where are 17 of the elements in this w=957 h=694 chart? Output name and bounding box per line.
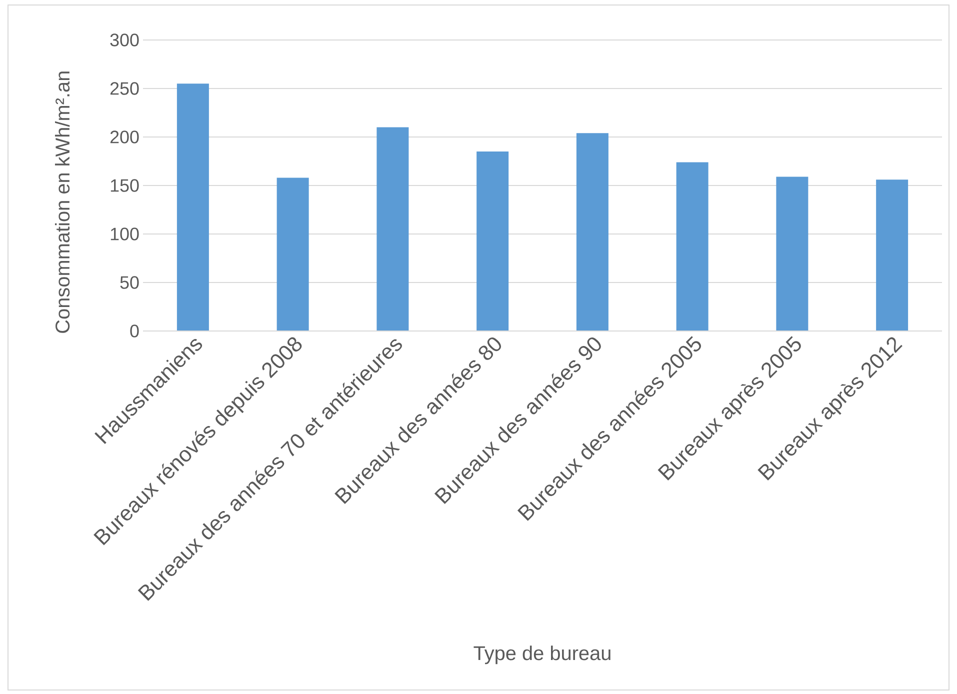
bar <box>176 84 209 331</box>
bar <box>576 133 608 331</box>
bar <box>676 162 708 331</box>
bar <box>476 152 509 331</box>
y-tick-label: 200 <box>110 130 139 144</box>
y-tick-label: 100 <box>110 228 139 240</box>
bar <box>376 127 409 331</box>
y-tick-label: 300 <box>110 34 139 46</box>
x-axis-title: Type de bureau <box>474 646 610 664</box>
y-tick-label: 0 <box>130 324 139 338</box>
y-axis-title: Consommation en kWh/m².an <box>54 72 70 333</box>
y-tick-label: 250 <box>110 82 139 95</box>
bar <box>276 178 309 331</box>
bar <box>776 176 808 331</box>
y-tick-label: 150 <box>110 179 139 192</box>
bar <box>876 180 908 331</box>
y-tick-label: 50 <box>120 276 139 289</box>
